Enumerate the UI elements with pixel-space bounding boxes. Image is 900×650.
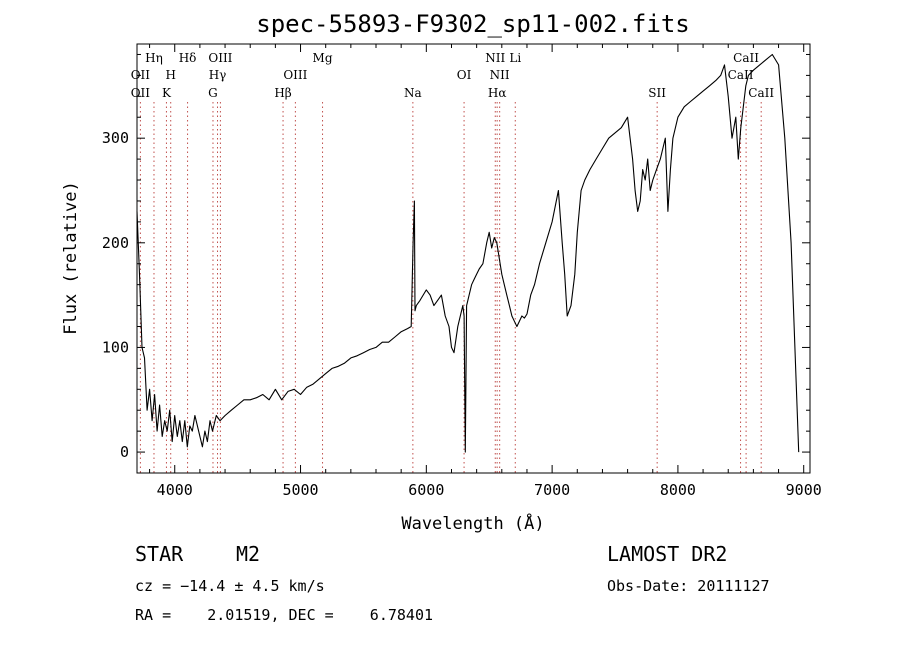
marker-label-15: NII [490,68,510,82]
marker-label-11: Mg [313,51,333,65]
x-axis: 4000 5000 6000 7000 8000 9000 [149,44,822,499]
x-tick-label: 4000 [157,481,193,499]
redshift-value: cz = −14.4 ± 4.5 km/s [135,577,325,595]
marker-label-6: OIII [208,51,232,65]
x-axis-label: Wavelength (Å) [401,512,544,534]
marker-label-3: H [165,68,175,82]
marker-label-16: Hα [488,86,507,100]
object-subclass: M2 [236,542,260,566]
object-type: STAR [135,542,184,566]
y-tick-label: 0 [120,443,129,461]
y-axis: 0 100 200 300 [102,53,810,461]
marker-label-14: NII [485,51,505,65]
y-tick-label: 200 [102,234,129,252]
marker-label-17: Li [509,51,521,65]
x-tick-label: 9000 [786,481,822,499]
spectrum-line [136,53,800,453]
marker-label-21: CaII [748,86,774,100]
marker-label-4: K [162,86,172,100]
marker-label-19: CaII [733,51,759,65]
marker-label-2: Hη [145,51,163,65]
plot-frame [136,43,811,474]
x-tick-label: 7000 [534,481,570,499]
coordinates: RA = 2.01519, DEC = 6.78401 [135,606,433,624]
marker-label-12: Na [404,86,422,100]
survey-name: LAMOST DR2 [607,542,727,566]
spectrum-path [136,53,800,453]
observation-date: Obs-Date: 20111127 [607,577,770,595]
x-tick-label: 8000 [660,481,696,499]
marker-label-10: Hβ [274,86,291,100]
x-tick-label: 5000 [282,481,318,499]
marker-label-1: OII [131,86,151,100]
marker-label-8: G [208,86,218,100]
marker-label-5: Hδ [179,51,197,65]
y-tick-label: 100 [102,338,129,356]
marker-label-7: Hγ [209,68,227,82]
y-tick-label: 300 [102,129,129,147]
x-tick-label: 6000 [408,481,444,499]
marker-label-20: CaII [728,68,754,82]
y-axis-label: Flux (relative) [61,181,81,335]
chart-title: spec-55893-F9302_sp11-002.fits [256,10,689,38]
marker-label-13: OI [457,68,472,82]
marker-label-18: SII [648,86,666,100]
marker-label-9: OIII [283,68,307,82]
